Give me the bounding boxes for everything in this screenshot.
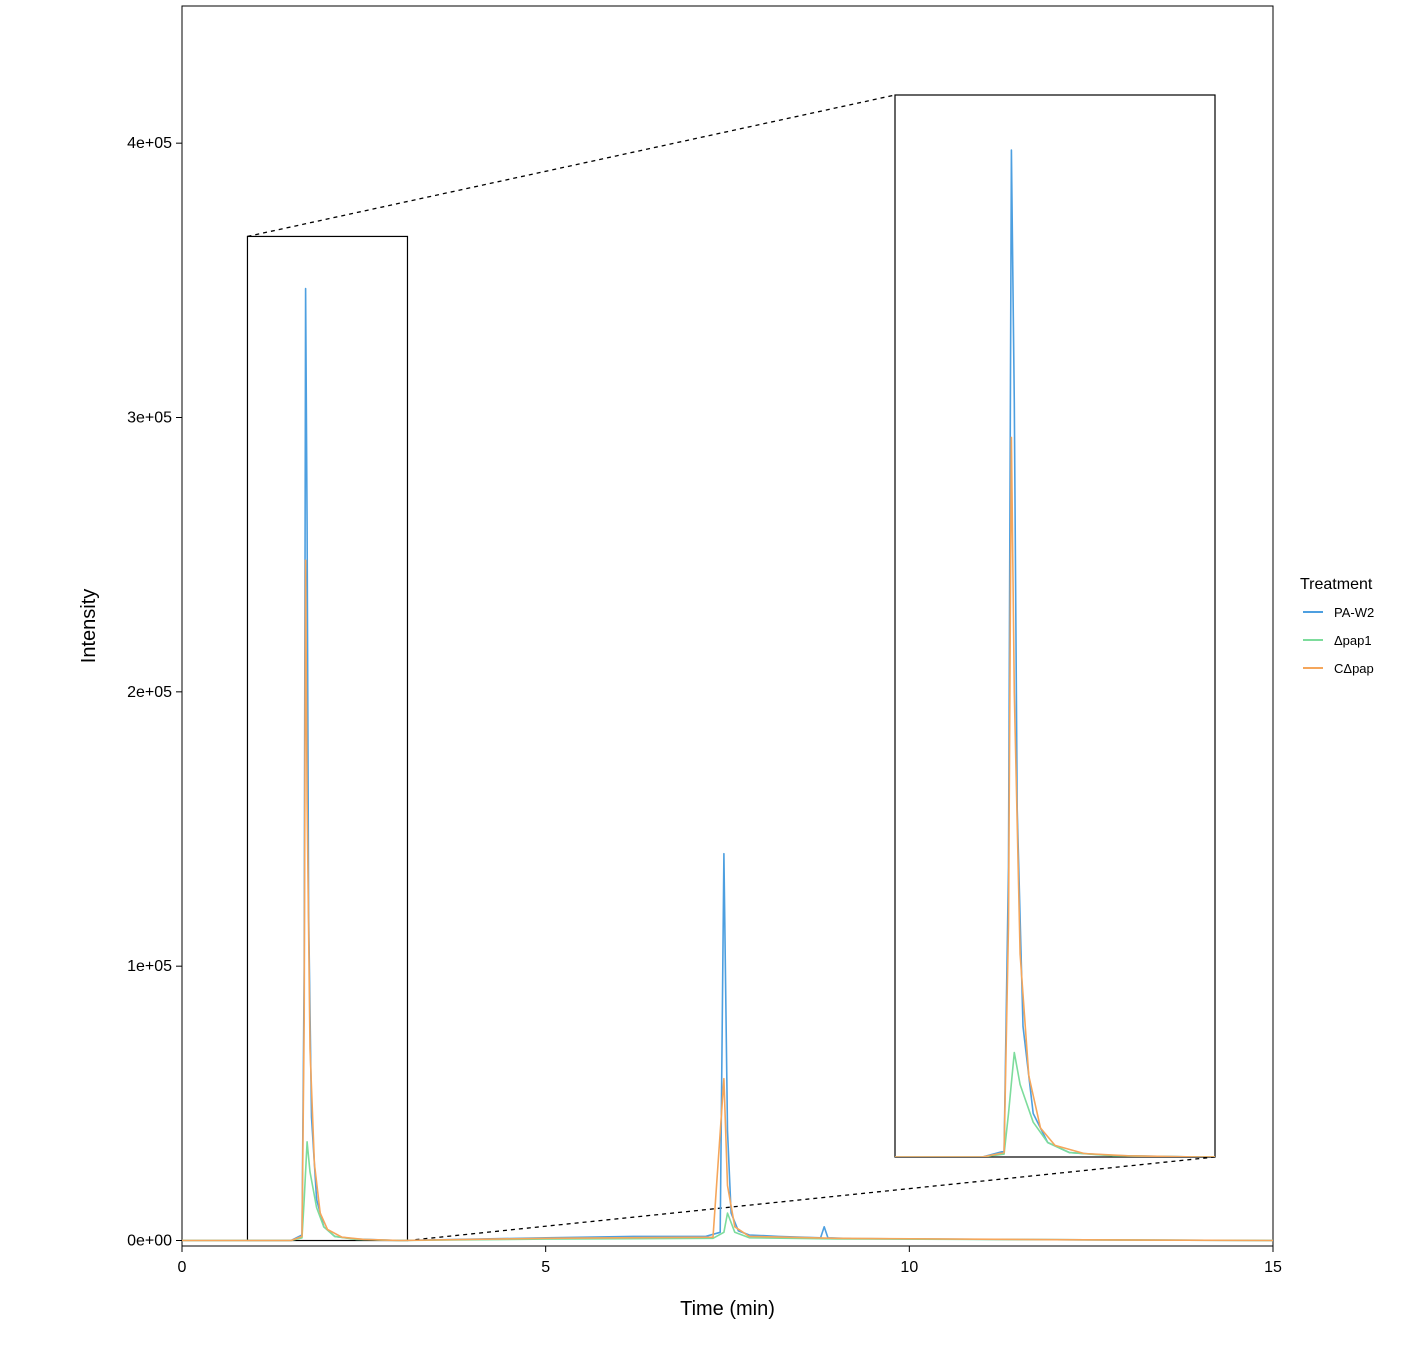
inset-series-line-1	[895, 149, 1215, 1157]
zoom-connector-bottom	[407, 1156, 1216, 1242]
series-lines	[182, 287, 1274, 1242]
zoom-overlay	[246, 94, 1216, 1242]
series-line-3	[182, 559, 1274, 1242]
legend-label-1: PA-W2	[1334, 605, 1374, 620]
zoom-source-box	[246, 235, 409, 1242]
x-axis-title: Time (min)	[680, 1298, 775, 1320]
zoom-inset-box	[894, 94, 1216, 1158]
legend-title: Treatment	[1300, 576, 1373, 593]
series-line-1	[182, 287, 1274, 1242]
y-tick-label: 3e+05	[127, 410, 172, 427]
zoom-inset	[894, 94, 1216, 1158]
plot-panel	[181, 5, 1274, 1247]
y-tick-label: 1e+05	[127, 958, 172, 975]
y-tick-label: 4e+05	[127, 135, 172, 152]
x-tick-label: 10	[900, 1259, 918, 1276]
axes: 0 5 10 15 0e+00 1e+05 2e+05 3e+05 4e+05 Time (min…	[78, 135, 1282, 1320]
inset-series-line-3	[895, 436, 1215, 1157]
y-tick-label: 0e+00	[127, 1233, 172, 1250]
y-axis-title: Intensity	[78, 589, 100, 663]
plot-panel-border	[181, 5, 1274, 1247]
legend: Treatment PA-W2 Δpap1 CΔpap	[1300, 576, 1374, 676]
zoom-inset-lines	[895, 149, 1215, 1157]
x-tick-label: 5	[541, 1259, 550, 1276]
legend-label-2: Δpap1	[1334, 633, 1372, 648]
legend-label-3: CΔpap	[1334, 661, 1374, 676]
zoom-connector-top	[247, 94, 896, 238]
x-tick-label: 0	[178, 1259, 187, 1276]
x-tick-label: 15	[1264, 1259, 1282, 1276]
y-tick-label: 2e+05	[127, 684, 172, 701]
